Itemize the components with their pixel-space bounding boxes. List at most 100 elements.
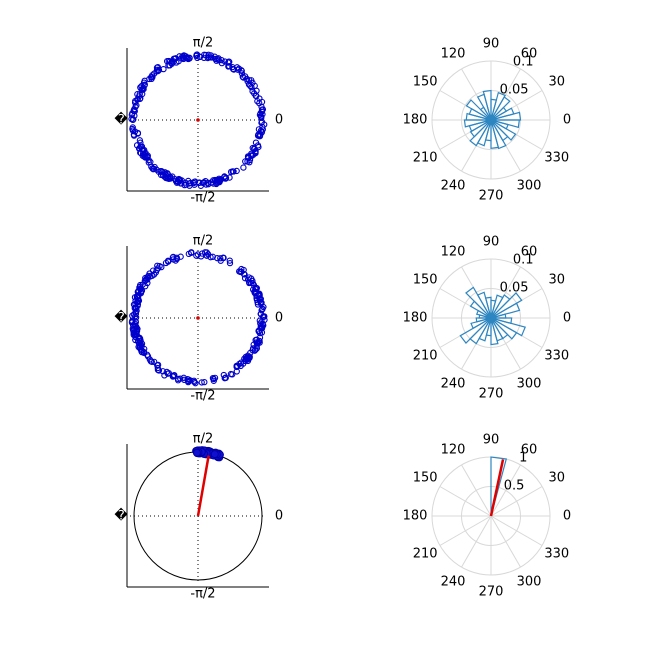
data-point [185, 376, 192, 383]
data-point [129, 317, 136, 324]
data-point [234, 363, 241, 370]
data-point [247, 82, 254, 90]
data-point [260, 322, 267, 329]
angle-label: 210 [413, 547, 438, 562]
data-point [253, 87, 260, 94]
data-point [246, 156, 254, 164]
data-point [137, 143, 144, 150]
angle-label: 120 [441, 443, 466, 458]
data-point [256, 334, 264, 341]
tick-label-right: 0 [275, 113, 283, 128]
tick-label-left: � [114, 309, 128, 326]
data-point [169, 373, 177, 380]
data-point [207, 52, 215, 59]
data-point [212, 55, 219, 63]
angle-label: 150 [413, 273, 438, 288]
data-point [255, 327, 262, 334]
data-point [233, 64, 241, 71]
angle-label: 300 [517, 574, 542, 589]
data-point [233, 363, 240, 371]
data-point [210, 450, 219, 459]
data-point [170, 372, 177, 379]
data-point [246, 279, 253, 287]
angle-label: 180 [403, 311, 428, 326]
radial-tick-label: 0.5 [504, 478, 525, 493]
data-point [147, 358, 154, 365]
tick-label-left: � [114, 111, 128, 128]
data-point [134, 129, 142, 137]
data-point [259, 306, 266, 313]
tick-label-right: 0 [275, 311, 283, 326]
data-point [193, 51, 201, 58]
data-point [254, 142, 262, 149]
data-point [135, 93, 143, 100]
data-point [132, 322, 139, 330]
data-point [250, 341, 257, 348]
data-point [158, 168, 165, 175]
angular-grid-spoke [490, 515, 521, 568]
histogram-bar [490, 119, 521, 129]
angle-label: 300 [517, 376, 542, 391]
data-point [137, 346, 144, 353]
angle-label: 0 [563, 311, 571, 326]
angle-label: 150 [413, 75, 438, 90]
data-point [142, 152, 149, 160]
data-point [164, 370, 171, 377]
data-point [222, 174, 230, 182]
data-point [199, 250, 206, 257]
data-point [150, 165, 158, 172]
data-point [217, 257, 224, 264]
data-point [182, 53, 190, 60]
data-point [252, 288, 259, 295]
angle-label: 240 [441, 178, 466, 193]
angle-label: 60 [521, 245, 538, 260]
data-point [237, 362, 244, 370]
data-point [201, 378, 208, 386]
radial-tick-label: 0.1 [513, 54, 534, 69]
data-point [225, 59, 232, 66]
angle-label: 0 [563, 113, 571, 128]
angle-label: 90 [483, 37, 500, 52]
data-point [237, 268, 244, 276]
angular-grid-spoke [490, 464, 521, 517]
data-point [132, 310, 140, 318]
data-point [204, 251, 212, 258]
angle-label: 180 [403, 113, 428, 128]
data-point [227, 168, 235, 176]
data-point [260, 313, 267, 320]
data-point [148, 75, 155, 83]
data-point [175, 377, 182, 384]
data-point [226, 62, 233, 70]
angle-label: 300 [517, 178, 542, 193]
data-point [160, 65, 167, 73]
data-point [144, 351, 151, 358]
data-point [164, 258, 172, 265]
data-point [192, 448, 201, 457]
angle-label: 270 [479, 585, 504, 600]
data-point [132, 308, 139, 315]
data-point [256, 292, 263, 299]
angle-label: 240 [441, 376, 466, 391]
angle-label: 180 [403, 509, 428, 524]
angle-label: 90 [483, 235, 500, 250]
data-point [154, 262, 161, 269]
mean-resultant-vector [196, 118, 200, 122]
data-point [244, 355, 251, 362]
tick-label-bottom: -π/2 [190, 389, 215, 404]
tick-label-bottom: -π/2 [190, 587, 215, 602]
mean-resultant-vector [196, 455, 210, 517]
angle-label: 60 [521, 47, 538, 62]
data-point [217, 255, 224, 262]
data-point [151, 358, 158, 366]
data-point [165, 175, 172, 182]
data-point [154, 366, 162, 374]
data-point [158, 263, 165, 271]
data-point [221, 58, 229, 65]
tick-label-top: π/2 [193, 36, 213, 51]
data-point [132, 103, 139, 111]
angle-label: 30 [549, 471, 566, 486]
angle-label: 0 [563, 509, 571, 524]
data-point [132, 319, 139, 326]
angle-label: 30 [549, 75, 566, 90]
data-point [257, 298, 264, 306]
